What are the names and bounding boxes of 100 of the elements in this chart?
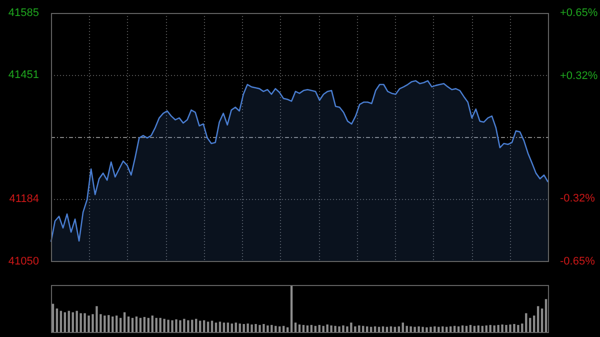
bar [469, 324, 472, 332]
bar [52, 304, 54, 332]
bar [426, 327, 428, 332]
bar [481, 326, 484, 332]
bar [430, 326, 432, 332]
bar [477, 325, 480, 332]
bar [187, 320, 190, 332]
bar [143, 316, 146, 332]
bar [521, 324, 524, 332]
bar [402, 322, 404, 332]
bar [195, 318, 198, 332]
y2-tick-label: +0.65% [560, 7, 598, 20]
bar [418, 326, 420, 332]
bar [501, 324, 504, 332]
bar [438, 326, 440, 332]
bar [374, 326, 376, 332]
bar [159, 318, 162, 332]
bar [68, 310, 70, 332]
bar [262, 324, 265, 332]
bar [210, 320, 214, 332]
bar [544, 299, 548, 332]
bar [442, 326, 444, 332]
bar [270, 324, 273, 332]
bar [414, 326, 416, 332]
bar [108, 315, 110, 332]
bar [540, 308, 544, 332]
bar [497, 324, 500, 332]
y-tick-label: 41451 [8, 69, 39, 82]
bar [334, 326, 336, 332]
bar [509, 324, 512, 332]
bar [76, 310, 78, 332]
bar [350, 322, 352, 332]
bar [135, 316, 138, 332]
bar [422, 326, 424, 332]
bar [434, 326, 436, 332]
y-tick-label: 41184 [9, 193, 39, 206]
bar [222, 322, 226, 332]
bar [330, 325, 332, 332]
bar [139, 318, 142, 332]
y-tick-label: 41585 [8, 7, 39, 20]
bar [453, 326, 456, 332]
y2-tick-label: +0.32% [560, 70, 598, 82]
bar [218, 322, 222, 332]
bar [461, 325, 464, 332]
bar [246, 324, 249, 332]
bar [390, 326, 392, 332]
bar [517, 324, 520, 332]
bar [314, 326, 316, 332]
bar [322, 326, 324, 332]
bar [465, 326, 468, 332]
bar [155, 318, 158, 332]
bar [171, 320, 174, 332]
bar [250, 324, 253, 332]
bar [449, 326, 452, 332]
bar [127, 316, 130, 332]
bar [226, 322, 230, 332]
y2-tick-label: -0.32% [560, 192, 596, 204]
bar [382, 326, 384, 332]
bar [191, 320, 194, 332]
bar [290, 285, 293, 332]
bar [167, 320, 170, 332]
bar [346, 326, 348, 332]
bar [489, 324, 492, 332]
bar [72, 312, 74, 332]
bar [119, 318, 122, 332]
bar [398, 326, 400, 332]
bar [302, 324, 305, 332]
bar [112, 316, 114, 332]
bar [266, 325, 269, 332]
bar [529, 318, 532, 332]
bar [310, 324, 313, 332]
bar [80, 313, 82, 332]
bar [505, 324, 508, 332]
bar [354, 326, 356, 332]
bar [306, 325, 309, 332]
bar [214, 322, 218, 332]
bar [230, 324, 233, 332]
bar [278, 326, 281, 332]
bar [513, 324, 516, 332]
bar [525, 313, 528, 332]
bar [473, 326, 476, 332]
bar [60, 310, 62, 332]
bar [406, 326, 408, 332]
bar [342, 325, 344, 332]
bar [123, 312, 126, 332]
bar [282, 326, 285, 332]
bar [116, 316, 118, 332]
bar [362, 326, 364, 332]
bar [258, 324, 261, 332]
bar [338, 326, 340, 332]
bar [163, 318, 166, 332]
bar [493, 325, 496, 332]
bar [56, 308, 58, 332]
bar [131, 318, 134, 332]
bar [179, 320, 182, 332]
bar [366, 326, 368, 332]
bar [358, 325, 360, 332]
bar [536, 306, 540, 332]
bar [254, 324, 257, 332]
y2-tick-label: -0.65% [560, 255, 596, 268]
